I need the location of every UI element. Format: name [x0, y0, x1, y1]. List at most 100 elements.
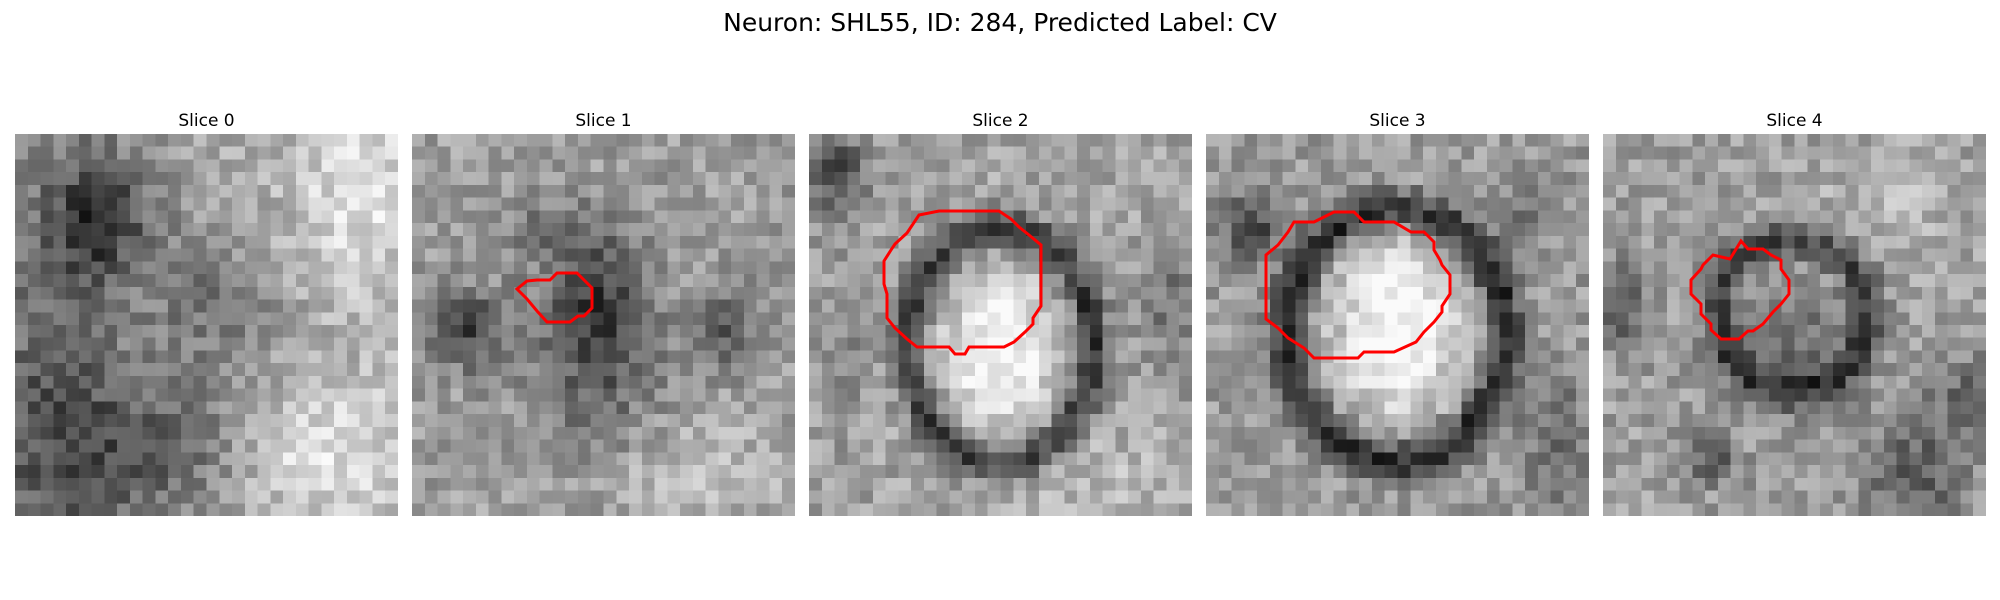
- grayscale-pixel: [590, 274, 604, 287]
- grayscale-pixel: [1960, 503, 1974, 516]
- grayscale-pixel: [1089, 452, 1103, 466]
- grayscale-pixel: [1512, 363, 1526, 377]
- grayscale-pixel: [1641, 134, 1655, 147]
- grayscale-pixel: [412, 350, 425, 364]
- grayscale-pixel: [1922, 401, 1936, 415]
- grayscale-pixel: [987, 248, 1001, 262]
- grayscale-pixel: [1474, 146, 1487, 160]
- grayscale-pixel: [1603, 363, 1616, 377]
- grayscale-pixel: [731, 388, 745, 402]
- grayscale-pixel: [1563, 159, 1577, 173]
- grayscale-pixel: [1692, 172, 1706, 186]
- grayscale-pixel: [501, 235, 515, 249]
- grayscale-pixel: [756, 388, 770, 402]
- grayscale-pixel: [629, 197, 642, 211]
- grayscale-pixel: [475, 274, 489, 287]
- grayscale-pixel: [872, 490, 886, 504]
- grayscale-pixel: [1064, 363, 1078, 377]
- grayscale-pixel: [53, 363, 67, 377]
- grayscale-pixel: [1320, 223, 1334, 236]
- grayscale-pixel: [1576, 503, 1589, 516]
- grayscale-pixel: [692, 388, 706, 402]
- grayscale-pixel: [91, 503, 105, 516]
- grayscale-pixel: [168, 477, 182, 491]
- grayscale-pixel: [1346, 363, 1360, 377]
- grayscale-pixel: [654, 134, 668, 147]
- grayscale-pixel: [1563, 350, 1577, 364]
- grayscale-pixel: [962, 426, 976, 440]
- grayscale-pixel: [1845, 172, 1859, 186]
- grayscale-pixel: [1206, 426, 1219, 440]
- grayscale-pixel: [1858, 375, 1872, 389]
- grayscale-pixel: [180, 235, 194, 249]
- grayscale-pixel: [1051, 146, 1065, 160]
- grayscale-pixel: [359, 299, 373, 313]
- grayscale-pixel: [1218, 388, 1232, 402]
- grayscale-pixel: [514, 223, 527, 236]
- grayscale-pixel: [1807, 172, 1821, 186]
- grayscale-pixel: [308, 452, 322, 466]
- grayscale-pixel: [1781, 134, 1795, 147]
- grayscale-pixel: [104, 477, 118, 491]
- grayscale-pixel: [488, 325, 502, 338]
- grayscale-pixel: [1231, 197, 1245, 211]
- grayscale-pixel: [1525, 223, 1539, 236]
- grayscale-pixel: [1384, 146, 1398, 160]
- grayscale-pixel: [1756, 337, 1770, 351]
- grayscale-pixel: [283, 477, 296, 491]
- grayscale-pixel: [385, 248, 398, 262]
- grayscale-pixel: [1140, 184, 1154, 198]
- grayscale-pixel: [1461, 235, 1475, 249]
- grayscale-pixel: [1115, 503, 1129, 516]
- grayscale-pixel: [1295, 312, 1309, 326]
- grayscale-pixel: [385, 426, 398, 440]
- grayscale-pixel: [1153, 261, 1167, 275]
- grayscale-pixel: [295, 299, 309, 313]
- grayscale-pixel: [1871, 184, 1884, 198]
- grayscale-pixel: [346, 312, 360, 326]
- grayscale-pixel: [501, 490, 515, 504]
- grayscale-pixel: [769, 401, 783, 415]
- grayscale-pixel: [1743, 134, 1757, 147]
- grayscale-pixel: [847, 134, 861, 147]
- grayscale-pixel: [15, 286, 28, 300]
- grayscale-pixel: [834, 159, 848, 173]
- grayscale-pixel: [692, 375, 706, 389]
- grayscale-pixel: [1871, 210, 1884, 224]
- grayscale-pixel: [577, 363, 591, 377]
- grayscale-pixel: [1448, 146, 1462, 160]
- grayscale-pixel: [1871, 337, 1884, 351]
- grayscale-pixel: [1922, 375, 1936, 389]
- grayscale-pixel: [1448, 388, 1462, 402]
- grayscale-pixel: [1871, 490, 1884, 504]
- grayscale-pixel: [129, 363, 143, 377]
- grayscale-pixel: [705, 172, 719, 186]
- grayscale-pixel: [142, 363, 156, 377]
- grayscale-pixel: [756, 414, 770, 427]
- grayscale-pixel: [1397, 184, 1411, 198]
- grayscale-pixel: [1883, 401, 1897, 415]
- grayscale-pixel: [488, 401, 502, 415]
- grayscale-pixel: [1308, 312, 1321, 326]
- grayscale-pixel: [1947, 426, 1961, 440]
- grayscale-pixel: [1486, 235, 1500, 249]
- grayscale-pixel: [1410, 490, 1424, 504]
- grayscale-pixel: [885, 210, 899, 224]
- grayscale-pixel: [936, 197, 950, 211]
- grayscale-pixel: [1359, 363, 1373, 377]
- grayscale-pixel: [1922, 350, 1936, 364]
- grayscale-pixel: [1448, 363, 1462, 377]
- grayscale-pixel: [834, 312, 848, 326]
- grayscale-pixel: [1295, 465, 1309, 478]
- grayscale-pixel: [40, 274, 54, 287]
- grayscale-pixel: [66, 235, 79, 249]
- grayscale-pixel: [718, 363, 732, 377]
- grayscale-pixel: [1909, 490, 1923, 504]
- grayscale-pixel: [616, 337, 630, 351]
- grayscale-pixel: [1371, 375, 1385, 389]
- grayscale-pixel: [641, 414, 655, 427]
- grayscale-pixel: [1756, 401, 1770, 415]
- grayscale-pixel: [1705, 465, 1718, 478]
- grayscale-pixel: [1947, 261, 1961, 275]
- grayscale-pixel: [1461, 490, 1475, 504]
